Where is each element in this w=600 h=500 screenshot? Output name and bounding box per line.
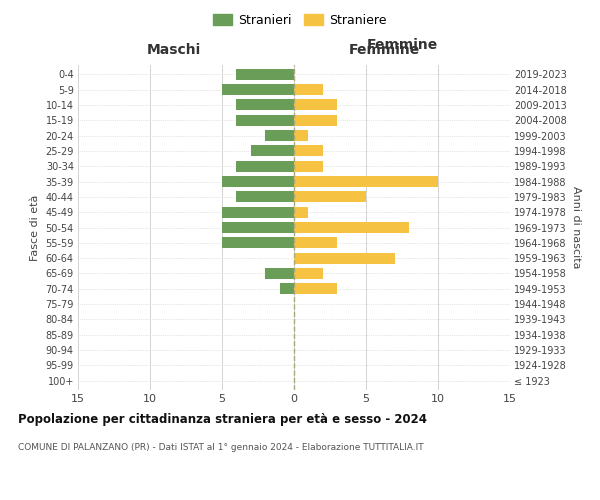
Bar xyxy=(294,84,323,95)
Bar xyxy=(236,68,294,80)
Bar xyxy=(222,206,294,218)
Bar xyxy=(294,238,337,248)
Y-axis label: Anni di nascita: Anni di nascita xyxy=(571,186,581,269)
Bar xyxy=(222,222,294,233)
Text: COMUNE DI PALANZANO (PR) - Dati ISTAT al 1° gennaio 2024 - Elaborazione TUTTITAL: COMUNE DI PALANZANO (PR) - Dati ISTAT al… xyxy=(18,442,424,452)
Bar xyxy=(294,284,337,294)
Text: Maschi: Maschi xyxy=(147,44,201,58)
Bar xyxy=(294,176,438,187)
Bar xyxy=(236,114,294,126)
Bar xyxy=(294,192,366,202)
Bar xyxy=(294,130,308,141)
Bar xyxy=(236,192,294,202)
Text: Popolazione per cittadinanza straniera per età e sesso - 2024: Popolazione per cittadinanza straniera p… xyxy=(18,412,427,426)
Bar xyxy=(222,84,294,95)
Bar xyxy=(222,176,294,187)
Text: Femmine: Femmine xyxy=(367,38,437,52)
Bar xyxy=(294,222,409,233)
Bar xyxy=(294,268,323,279)
Bar xyxy=(294,100,337,110)
Bar xyxy=(294,146,323,156)
Bar xyxy=(265,130,294,141)
Bar xyxy=(236,100,294,110)
Text: Femmine: Femmine xyxy=(349,44,419,58)
Bar xyxy=(251,146,294,156)
Bar xyxy=(265,268,294,279)
Bar xyxy=(294,114,337,126)
Bar xyxy=(236,160,294,172)
Bar xyxy=(294,206,308,218)
Y-axis label: Fasce di età: Fasce di età xyxy=(30,194,40,260)
Legend: Stranieri, Straniere: Stranieri, Straniere xyxy=(208,8,392,32)
Bar xyxy=(280,284,294,294)
Bar xyxy=(294,160,323,172)
Bar xyxy=(294,252,395,264)
Bar xyxy=(222,238,294,248)
